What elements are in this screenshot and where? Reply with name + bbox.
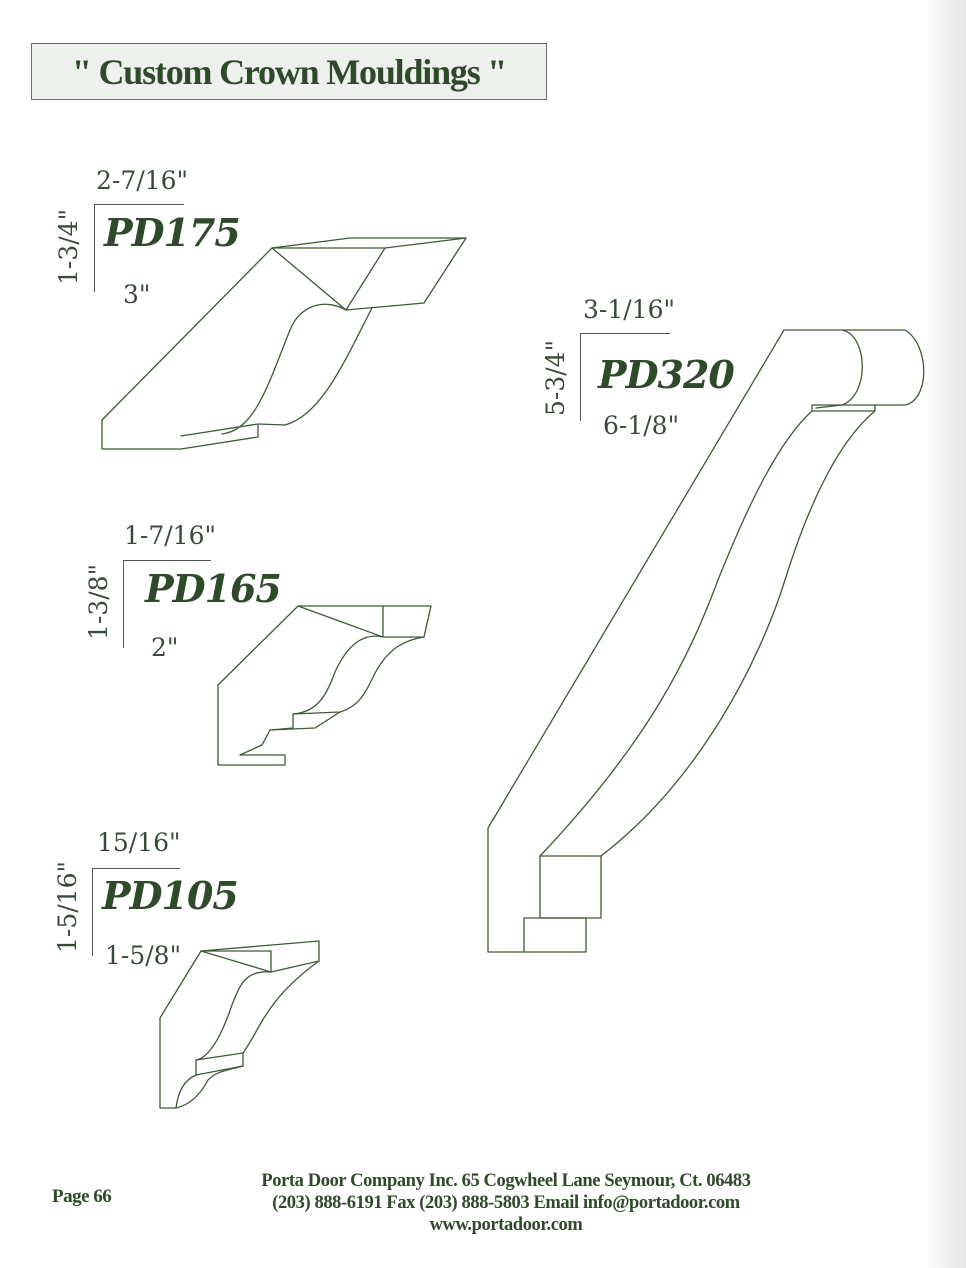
pd165-bottom-dimension: 2"	[151, 633, 179, 662]
pd105-dimension-bracket-horizontal	[92, 868, 180, 869]
pd165-top-dimension: 1-7/16"	[124, 521, 216, 550]
pd105-dimension-bracket-vertical	[92, 868, 93, 956]
pd320-dimension-bracket-vertical	[580, 333, 581, 421]
pd320-dimension-bracket-horizontal	[580, 333, 670, 334]
company-footer: Porta Door Company Inc. 65 Cogwheel Lane…	[246, 1170, 766, 1236]
pd175-model-label: PD175	[104, 210, 241, 255]
pd175-profile-drawing	[101, 237, 467, 450]
footer-website: www.portadoor.com	[429, 1215, 583, 1235]
pd105-bottom-dimension: 1-5/8"	[105, 941, 182, 970]
pd175-dimension-bracket-horizontal	[94, 204, 184, 205]
pd175-top-dimension: 2-7/16"	[96, 166, 188, 195]
pd165-model-label: PD165	[145, 566, 282, 611]
pd320-model-label: PD320	[598, 352, 735, 397]
page-number: Page 66	[52, 1186, 112, 1207]
footer-contact: (203) 888-6191 Fax (203) 888-5803 Email …	[272, 1193, 740, 1213]
title-box: " Custom Crown Mouldings "	[31, 43, 547, 100]
pd165-dimension-bracket-horizontal	[123, 560, 211, 561]
pd165-dimension-bracket-vertical	[123, 560, 124, 648]
pd105-model-label: PD105	[102, 873, 239, 918]
pd175-dimension-bracket-vertical	[94, 204, 95, 292]
pd320-top-dimension: 3-1/16"	[583, 295, 675, 324]
footer-address: Porta Door Company Inc. 65 Cogwheel Lane…	[261, 1171, 751, 1191]
pd105-profile-drawing	[159, 940, 320, 1109]
pd320-bottom-dimension: 6-1/8"	[603, 411, 680, 440]
page-title: " Custom Crown Mouldings "	[71, 51, 507, 92]
pd175-bottom-dimension: 3"	[123, 280, 151, 309]
page-edge-shadow	[926, 0, 966, 1268]
pd165-profile-drawing	[217, 605, 432, 766]
pd320-profile-drawing	[487, 329, 925, 953]
pd105-top-dimension: 15/16"	[97, 828, 181, 857]
